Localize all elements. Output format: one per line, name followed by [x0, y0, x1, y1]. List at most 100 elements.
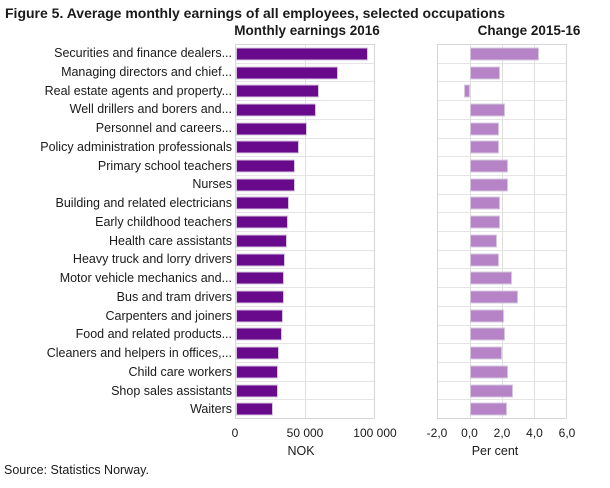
chart-row — [438, 326, 566, 345]
bar — [236, 365, 279, 379]
chart-row — [438, 400, 566, 418]
chart-row — [236, 232, 374, 251]
chart-row — [438, 45, 566, 64]
bar — [236, 159, 296, 173]
change-panel-title: Change 2015-16 — [477, 23, 581, 38]
bar — [470, 122, 499, 136]
bar — [236, 178, 295, 192]
category-label: Shop sales assistants — [111, 383, 232, 398]
category-label: Personnel and careers... — [95, 121, 232, 136]
category-label: Managing directors and chief... — [61, 64, 232, 79]
category-label: Motor vehicle mechanics and... — [59, 271, 232, 286]
chart-row — [236, 120, 374, 139]
bar — [236, 196, 290, 210]
bar — [470, 309, 504, 323]
category-label: Nurses — [192, 177, 232, 192]
bar — [236, 215, 288, 229]
chart-row — [438, 195, 566, 214]
bar — [470, 140, 499, 154]
category-label: Waiters — [190, 402, 232, 417]
category-label: Bus and tram drivers — [116, 289, 232, 304]
figure-title: Figure 5. Average monthly earnings of al… — [5, 5, 506, 21]
bar — [236, 290, 285, 304]
earnings-x-axis-ticks: 0 50 000 100 000 — [231, 426, 397, 440]
bar — [236, 234, 288, 248]
category-label: Real estate agents and property... — [44, 83, 232, 98]
chart-row — [438, 307, 566, 326]
bar — [470, 402, 507, 416]
bar — [470, 196, 501, 210]
chart-row — [236, 363, 374, 382]
bar — [470, 253, 499, 267]
bar — [236, 271, 284, 285]
category-label: Primary school teachers — [97, 158, 232, 173]
chart-row — [236, 344, 374, 363]
chart-row — [236, 400, 374, 418]
chart-row — [438, 363, 566, 382]
change-x-axis-label: Per cent — [471, 444, 519, 458]
chart-row — [236, 213, 374, 233]
chart-row — [438, 382, 566, 401]
bar — [236, 327, 282, 341]
bar — [236, 84, 319, 98]
category-label: Policy administration professionals — [40, 139, 232, 154]
x-axis-tick-label: 4,0 — [526, 426, 543, 440]
bar — [236, 253, 285, 267]
category-label: Food and related products... — [75, 327, 232, 342]
chart-row — [236, 269, 374, 289]
bar — [470, 234, 498, 248]
category-label: Child care workers — [128, 364, 232, 379]
bar — [470, 215, 501, 229]
chart-row — [438, 176, 566, 195]
chart-row — [438, 120, 566, 139]
bar — [236, 402, 273, 416]
bar — [470, 178, 509, 192]
chart-row — [236, 288, 374, 307]
bar — [463, 84, 470, 98]
bar — [470, 327, 506, 341]
bar — [470, 47, 539, 61]
bar — [470, 159, 509, 173]
earnings-panel-title: Monthly earnings 2016 — [234, 23, 380, 38]
x-axis-tick-label: 0 — [231, 426, 239, 440]
bar — [236, 384, 278, 397]
bar — [236, 103, 317, 117]
category-axis-labels: Securities and finance dealers... Managin… — [0, 44, 232, 419]
category-label: Securities and finance dealers... — [54, 46, 232, 61]
category-label: Well drillers and borers and... — [69, 102, 232, 117]
earnings-plot-area — [235, 44, 375, 419]
chart-row — [236, 251, 374, 270]
bar — [470, 384, 514, 397]
x-axis-tick-label: 2,0 — [493, 426, 511, 440]
x-axis-tick-label: 0,0 — [461, 426, 478, 440]
bar — [470, 346, 502, 360]
bar — [470, 271, 512, 285]
chart-row — [236, 176, 374, 195]
category-label: Early childhood teachers — [95, 214, 232, 229]
category-label: Health care assistants — [109, 233, 232, 248]
bar — [470, 290, 518, 304]
category-label: Heavy truck and lorry drivers — [72, 252, 232, 267]
bar — [236, 66, 339, 80]
chart-row — [438, 139, 566, 158]
category-label: Carpenters and joiners — [105, 308, 232, 323]
chart-row — [438, 251, 566, 270]
x-axis-tick-label: 6,0 — [558, 426, 576, 440]
change-plot-area — [437, 44, 567, 419]
category-label: Cleaners and helpers in offices,... — [46, 346, 232, 361]
chart-row — [236, 64, 374, 83]
x-axis-tick-label: 50 000 — [286, 426, 324, 440]
chart-row — [236, 307, 374, 326]
x-axis-tick-label: -2,0 — [426, 426, 448, 440]
chart-row — [438, 288, 566, 307]
chart-row — [236, 382, 374, 401]
chart-row — [438, 232, 566, 251]
bar — [470, 103, 506, 117]
chart-row — [236, 195, 374, 214]
chart-row — [236, 45, 374, 64]
chart-row — [438, 344, 566, 363]
change-x-axis-ticks: -2,0 0,0 2,0 4,0 6,0 — [427, 426, 576, 440]
source-note: Source: Statistics Norway. — [4, 463, 149, 477]
chart-row — [236, 101, 374, 120]
